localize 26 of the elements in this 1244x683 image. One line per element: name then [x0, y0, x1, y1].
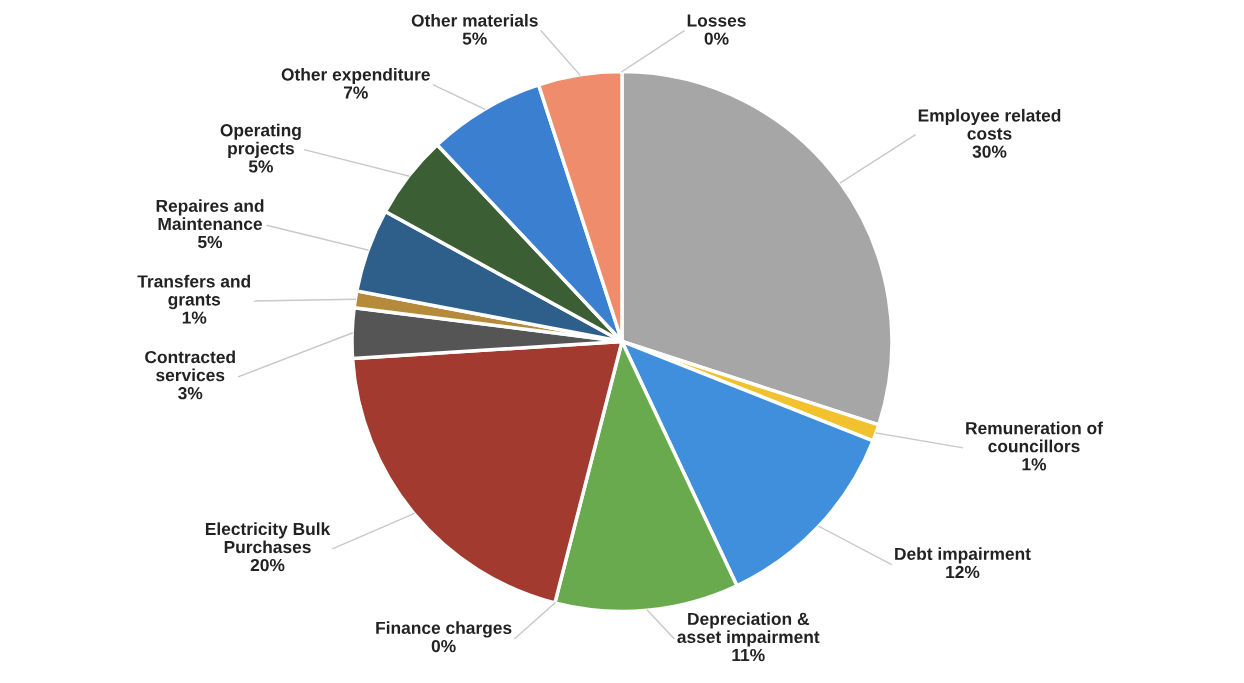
- slice-label: Other expenditure: [281, 67, 430, 85]
- category-label: Losses: [687, 14, 746, 27]
- slice-label: Other materials: [411, 13, 538, 27]
- slice-label: Operating projects: [220, 123, 301, 158]
- slice-label: Employee related costs: [918, 108, 1061, 140]
- data-label: 20%: [250, 558, 285, 572]
- data-label: 30%: [972, 145, 1007, 158]
- slice-label: Debt impairment: [895, 547, 1031, 564]
- data-label: 1%: [182, 311, 207, 324]
- data-label: 11%: [732, 648, 765, 662]
- data-label: 5%: [462, 32, 487, 45]
- slice-label: Remuneration of councillors: [966, 421, 1103, 453]
- slice-label: Depreciation & asset impairment: [677, 612, 820, 647]
- text: 0%: [431, 639, 456, 653]
- data-label: 1%: [1022, 458, 1047, 471]
- text: 0%: [704, 32, 729, 45]
- slice-label: Repaires and Maintenance: [156, 199, 264, 231]
- legend-label: Finance charges: [376, 621, 512, 638]
- slice-label: Contracted services: [145, 350, 235, 382]
- data-label: 5%: [198, 235, 223, 249]
- data-label: 3%: [178, 387, 203, 400]
- data-label: 7%: [343, 86, 368, 99]
- slice-label: Transfers and grants: [137, 274, 251, 310]
- data-label: 5%: [248, 160, 273, 173]
- slice-label: Electricity Bulk Purchases: [205, 522, 331, 554]
- data-label: 12%: [946, 565, 980, 579]
